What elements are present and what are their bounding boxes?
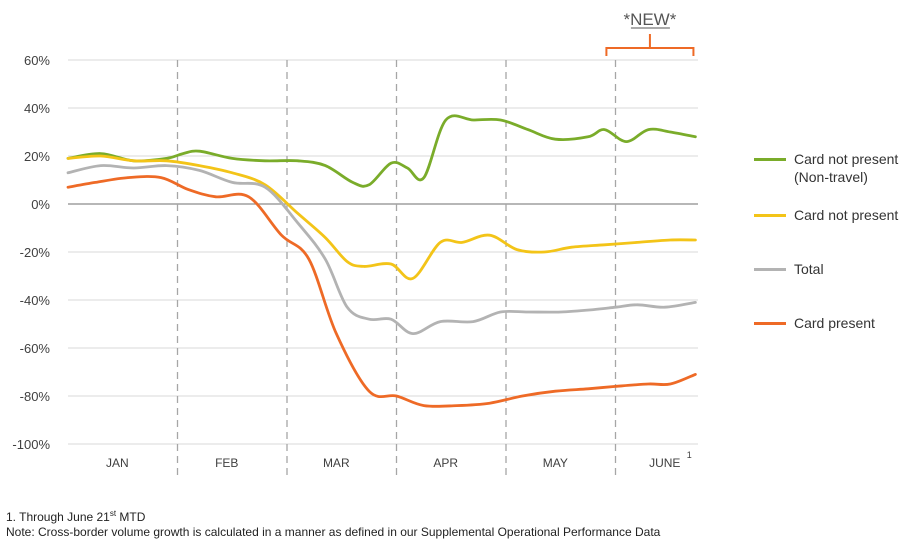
- y-tick-label: 60%: [24, 53, 50, 68]
- legend-item-card-present: Card present: [754, 314, 924, 332]
- legend-swatch-cnp: [754, 214, 786, 217]
- new-bracket: [605, 47, 695, 56]
- x-tick-label-apr: APR: [433, 456, 458, 470]
- legend-item-total: Total: [754, 260, 924, 278]
- legend-swatch-card-present: [754, 322, 786, 325]
- y-tick-label: -40%: [20, 293, 51, 308]
- series-lines: [66, 114, 697, 408]
- legend-label: Card present: [794, 315, 875, 331]
- y-tick-label: -20%: [20, 245, 51, 260]
- footnote-note: Note: Cross-border volume growth is calc…: [6, 525, 661, 539]
- y-tick-label: 0%: [31, 197, 50, 212]
- x-tick-label-mar: MAR: [323, 456, 350, 470]
- y-axis-ticks: 60% 40% 20% 0% -20% -40% -60% -80% -100%: [12, 53, 50, 452]
- x-tick-label-june: JUNE: [649, 456, 680, 470]
- series-line-total: [66, 164, 697, 335]
- legend-item-cnp: Card not present: [754, 206, 924, 224]
- y-tick-label: 40%: [24, 101, 50, 116]
- legend-label: Card not present: [794, 207, 899, 223]
- gridlines: [68, 59, 698, 478]
- legend: Card not present (Non-travel) Card not p…: [754, 150, 924, 332]
- footnotes: 1. Through June 21st MTD Note: Cross-bor…: [6, 506, 660, 540]
- line-chart: 60% 40% 20% 0% -20% -40% -60% -80% -100% JAN FEB M…: [12, 10, 698, 478]
- legend-label: Total: [794, 261, 824, 277]
- x-tick-superscript: 1: [687, 450, 692, 460]
- legend-swatch-cnp-non-travel: [754, 158, 786, 161]
- x-tick-label-feb: FEB: [215, 456, 238, 470]
- series-line-cnp: [66, 154, 697, 281]
- new-label: *NEW*: [623, 10, 676, 29]
- y-tick-label: -60%: [20, 341, 51, 356]
- legend-label: Card not present: [794, 151, 899, 167]
- y-tick-label: -100%: [12, 437, 50, 452]
- footnote-1: 1. Through June 21st MTD: [6, 509, 146, 524]
- x-tick-label-may: MAY: [543, 456, 568, 470]
- legend-item-cnp-non-travel: Card not present (Non-travel): [754, 150, 924, 186]
- x-axis-month-labels: JAN FEB MAR APR MAY JUNE 1: [106, 450, 692, 470]
- legend-label-line2: (Non-travel): [794, 169, 868, 185]
- series-line-card-present: [66, 175, 697, 408]
- y-tick-label: -80%: [20, 389, 51, 404]
- legend-swatch-total: [754, 268, 786, 271]
- new-annotation: *NEW*: [605, 10, 695, 56]
- x-tick-label-jan: JAN: [106, 456, 129, 470]
- series-line-cnp-non-travel: [66, 114, 697, 188]
- y-tick-label: 20%: [24, 149, 50, 164]
